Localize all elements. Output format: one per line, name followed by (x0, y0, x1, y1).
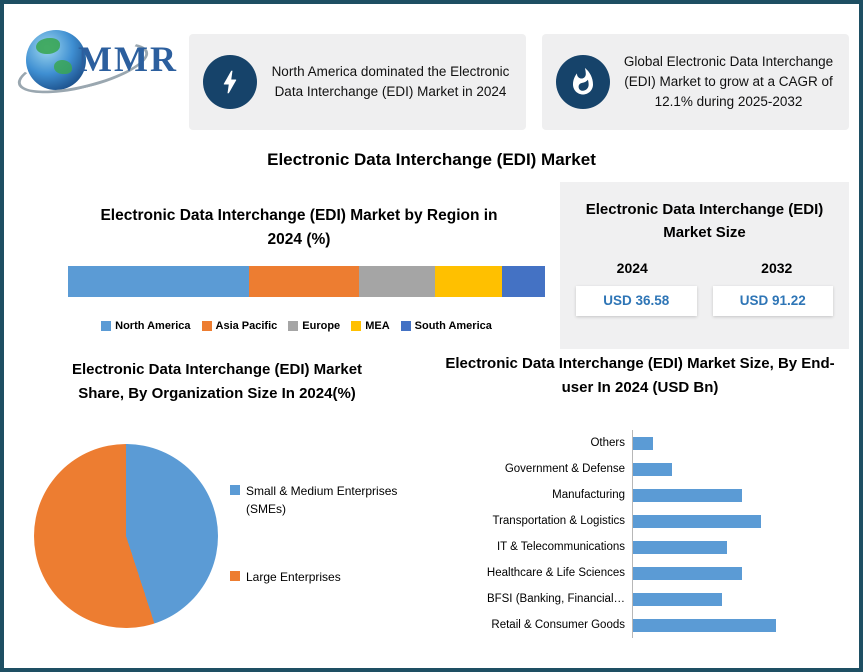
region-bar-segment (435, 266, 503, 297)
bar-row-label: Government & Defense (504, 463, 625, 475)
flame-icon (556, 55, 610, 109)
bar-value (633, 618, 777, 632)
bar-value (633, 592, 722, 606)
legend-label: Europe (302, 320, 341, 332)
market-size-years: 2024 2032 (560, 260, 849, 276)
bar-value (633, 436, 653, 450)
brand-logo: MMR (13, 26, 195, 104)
region-chart-title: Electronic Data Interchange (EDI) Market… (100, 207, 498, 249)
bar-row: Manufacturing (434, 482, 786, 508)
bar-value (633, 488, 742, 502)
region-bar-segment (249, 266, 359, 297)
legend-marker (351, 321, 362, 331)
callout-cagr: Global Electronic Data Interchange (EDI)… (542, 34, 849, 130)
market-size-values: USD 36.58 USD 91.22 (560, 285, 849, 316)
region-bar-segment (502, 266, 545, 297)
bar-row-label: Others (590, 437, 625, 449)
region-bar-segment (358, 266, 436, 297)
legend-marker (400, 321, 411, 331)
legend-item: North America (101, 320, 191, 332)
legend-item: Small & Medium Enterprises (SMEs) (230, 482, 418, 518)
bar-row: Others (434, 430, 786, 456)
value-box-2032: USD 91.22 (712, 285, 833, 316)
legend-label: Small & Medium Enterprises (SMEs) (246, 484, 398, 516)
legend-item: South America (400, 320, 492, 332)
legend-marker (288, 321, 299, 331)
bar-row: BFSI (Banking, Financial… (434, 586, 786, 612)
legend-item: Europe (288, 320, 340, 332)
market-size-title: Electronic Data Interchange (EDI) Market… (585, 201, 824, 242)
bar-track (632, 508, 786, 534)
bar-row: Retail & Consumer Goods (434, 612, 786, 638)
bar-row-label: BFSI (Banking, Financial… (486, 593, 625, 605)
legend-label: MEA (365, 320, 390, 332)
region-stacked-bar (68, 266, 545, 297)
bar-value (633, 514, 762, 528)
bar-row: Government & Defense (434, 456, 786, 482)
organization-chart-title: Electronic Data Interchange (EDI) Market… (71, 361, 363, 402)
bar-row: IT & Telecommunications (434, 534, 786, 560)
bar-row-label: Retail & Consumer Goods (491, 619, 625, 631)
legend-item: Asia Pacific (201, 320, 278, 332)
bar-track (632, 560, 786, 586)
callout-text: Global Electronic Data Interchange (EDI)… (623, 53, 834, 110)
region-bar-segment (68, 266, 250, 297)
bar-track (632, 456, 786, 482)
enduser-chart: Others Government & Defense Manufacturing T… (434, 430, 786, 638)
bar-row-label: IT & Telecommunications (496, 541, 625, 553)
legend-marker (230, 571, 240, 581)
bar-row-label: Transportation & Logistics (492, 515, 625, 527)
page-title: Electronic Data Interchange (EDI) Market (267, 150, 596, 169)
bar-track (632, 612, 786, 638)
brand-logo-text: MMR (78, 39, 178, 79)
bar-row-label: Healthcare & Life Sciences (486, 567, 625, 579)
bar-track (632, 534, 786, 560)
legend-marker (201, 321, 212, 331)
bar-row-label: Manufacturing (552, 489, 625, 501)
region-legend: North America Asia Pacific Europe MEA South … (34, 320, 559, 332)
bar-track (632, 482, 786, 508)
callout-north-america: North America dominated the Electronic D… (189, 34, 526, 130)
legend-marker (101, 321, 112, 331)
lightning-icon (203, 55, 257, 109)
enduser-chart-title: Electronic Data Interchange (EDI) Market… (445, 355, 835, 396)
bar-row: Transportation & Logistics (434, 508, 786, 534)
globe-icon (26, 30, 86, 90)
organization-pie (34, 444, 218, 628)
callout-text: North America dominated the Electronic D… (271, 63, 510, 99)
globe-land-shape (54, 60, 72, 74)
year-label-2024: 2024 (616, 259, 648, 276)
legend-label: Large Enterprises (246, 570, 341, 584)
market-size-panel: Electronic Data Interchange (EDI) Market… (560, 182, 849, 349)
year-label-2032: 2032 (761, 259, 793, 276)
legend-label: South America (414, 320, 492, 332)
legend-marker (230, 485, 240, 495)
legend-label: North America (115, 320, 191, 332)
legend-label: Asia Pacific (215, 320, 278, 332)
bar-track (632, 586, 786, 612)
bar-value (633, 540, 727, 554)
value-box-2024: USD 36.58 (576, 285, 697, 316)
globe-land-shape (36, 38, 60, 54)
legend-item: Large Enterprises (230, 568, 418, 586)
bar-track (632, 430, 786, 456)
bar-row: Healthcare & Life Sciences (434, 560, 786, 586)
bar-value (633, 462, 673, 476)
bar-value (633, 566, 742, 580)
legend-item: MEA (351, 320, 390, 332)
pie-legend: Small & Medium Enterprises (SMEs) Large E… (230, 482, 418, 636)
